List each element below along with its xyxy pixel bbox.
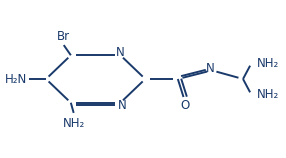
Text: O: O (180, 99, 190, 112)
Text: NH₂: NH₂ (63, 117, 85, 130)
Text: NH₂: NH₂ (257, 88, 279, 101)
Text: N: N (118, 99, 126, 112)
Text: H₂N: H₂N (5, 73, 27, 85)
Text: Br: Br (57, 30, 70, 43)
Text: NH₂: NH₂ (257, 57, 279, 70)
Text: N: N (116, 46, 125, 59)
Text: N: N (206, 61, 215, 75)
